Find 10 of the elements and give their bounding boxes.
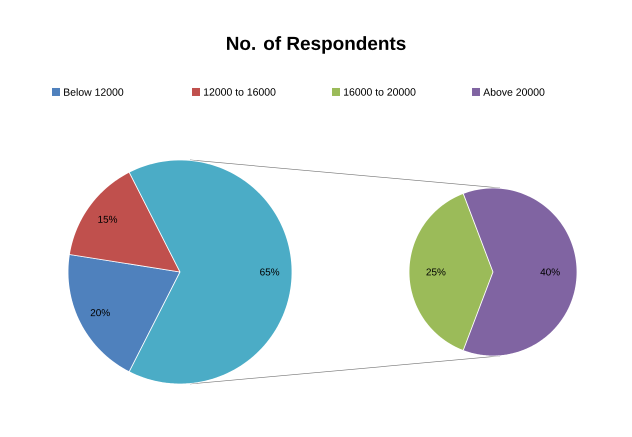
data-label: 20% bbox=[90, 309, 110, 316]
legend-label: Below 12000 bbox=[64, 88, 124, 96]
data-label: 40% bbox=[540, 268, 560, 276]
data-label: 25% bbox=[426, 268, 446, 276]
data-label: 65% bbox=[260, 268, 280, 276]
legend-label: 16000 to 20000 bbox=[344, 88, 416, 96]
legend-label: 12000 to 16000 bbox=[204, 88, 276, 96]
data-label: 15% bbox=[98, 216, 118, 223]
chart-title: No. of Respondents bbox=[227, 36, 406, 54]
legend-label: Above 20000 bbox=[483, 88, 544, 96]
